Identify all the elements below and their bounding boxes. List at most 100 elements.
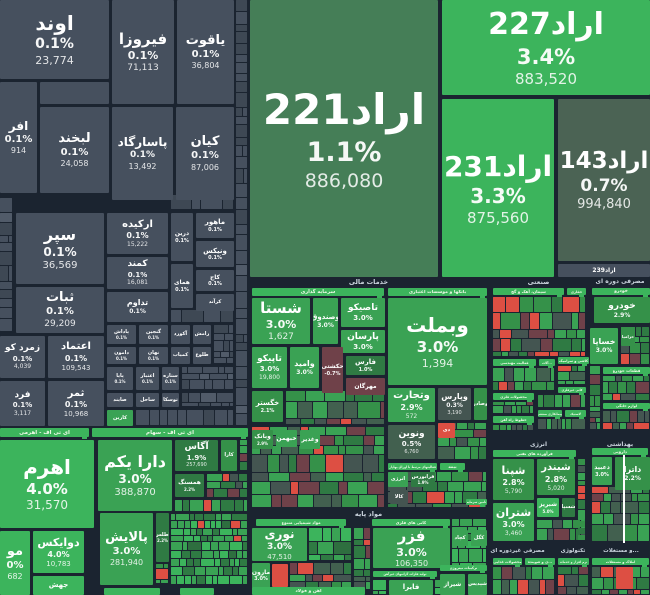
tile-arad227[interactable]: اراد227 3.4% 883,520 [442,0,650,95]
tile-khsapa[interactable]: خساپا 3.0% [590,328,618,364]
micro-tile[interactable] [236,265,247,275]
micro-tile[interactable] [475,423,486,429]
micro-tile[interactable] [592,590,601,594]
tile-vesader[interactable]: وصادر [474,388,487,420]
industry-bar-realestate-ind[interactable]: املاک و مستغلات [592,558,649,567]
micro-tile[interactable] [236,292,247,308]
micro-tile[interactable] [238,529,247,535]
micro-tile[interactable] [230,559,234,566]
micro-tile[interactable] [214,551,219,558]
micro-tile[interactable] [572,366,577,371]
micro-tile[interactable] [0,266,8,281]
micro-tile[interactable] [228,489,239,497]
tile-zomorod[interactable]: زمرد کو 0.1% 4,039 [0,336,45,378]
micro-tile[interactable] [156,580,160,583]
micro-tile[interactable] [372,473,384,481]
micro-tile[interactable] [474,430,486,437]
tile-ahrom[interactable]: اهرم 4.0% 31,570 [0,440,94,528]
micro-tile[interactable] [346,391,354,401]
micro-tile[interactable] [236,276,247,291]
micro-tile[interactable] [243,108,247,116]
micro-tile[interactable] [636,382,649,393]
micro-tile[interactable] [282,495,297,507]
micro-tile[interactable] [401,472,417,481]
micro-tile[interactable] [236,482,242,488]
micro-tile[interactable] [641,590,649,594]
micro-tile[interactable] [171,542,182,550]
micro-tile[interactable] [313,402,327,418]
micro-tile[interactable] [236,225,247,234]
micro-tile[interactable] [354,540,363,545]
micro-tile[interactable] [286,391,305,401]
micro-tile[interactable] [457,423,467,429]
micro-tile[interactable] [236,235,247,250]
micro-tile[interactable] [314,495,331,507]
tile-shepdis[interactable]: شپدیس [468,574,487,595]
micro-tile[interactable] [213,380,224,389]
micro-tile[interactable] [638,411,644,422]
tile-akord[interactable]: آکورد [171,325,190,344]
micro-tile[interactable] [513,567,525,579]
micro-tile[interactable] [211,542,218,550]
micro-tile[interactable] [553,339,571,351]
micro-tile[interactable] [563,520,572,528]
micro-tile[interactable] [161,580,168,583]
micro-tile[interactable] [572,567,578,574]
industry-bar-software[interactable]: نرم افزار و خدمات [558,558,589,567]
micro-tile[interactable] [319,582,331,589]
micro-tile[interactable] [225,380,233,389]
micro-tile[interactable] [222,521,230,528]
micro-tile[interactable] [225,536,233,541]
micro-tile[interactable] [243,482,247,488]
micro-tile[interactable] [182,374,199,379]
industry-bar-auto-parts[interactable]: قطعات خودرو [603,367,650,376]
micro-tile[interactable] [547,382,554,390]
micro-tile[interactable] [221,559,229,566]
micro-tile[interactable] [540,313,552,329]
micro-tile[interactable] [223,195,233,209]
micro-tile[interactable] [221,482,235,488]
tile-karin[interactable]: کارین [107,410,133,426]
micro-tile[interactable] [364,540,370,545]
micro-tile[interactable] [471,447,478,459]
micro-tile[interactable] [252,455,267,472]
micro-tile[interactable] [230,352,233,357]
industry-bar-appliances[interactable]: لوازم خانگی [603,403,650,411]
micro-tile[interactable] [334,542,351,554]
micro-tile[interactable] [636,327,641,336]
micro-tile[interactable] [213,536,224,541]
micro-tile[interactable] [228,374,233,379]
micro-tile[interactable] [185,521,190,528]
micro-tile[interactable] [578,466,585,472]
micro-tile[interactable] [9,236,12,242]
micro-tile[interactable] [366,427,384,435]
micro-tile[interactable] [252,446,260,454]
micro-tile[interactable] [603,423,612,429]
micro-tile[interactable] [197,576,205,584]
micro-tile[interactable] [323,528,331,541]
micro-tile[interactable] [236,146,242,156]
micro-tile[interactable] [517,406,521,413]
micro-tile[interactable] [321,555,333,560]
micro-tile[interactable] [214,358,226,363]
micro-tile[interactable] [641,354,649,364]
tile-shebandar[interactable]: شبندر 2.8% 5,020 [537,459,575,495]
micro-tile[interactable] [572,339,581,351]
micro-tile[interactable] [622,376,632,381]
micro-tile[interactable] [298,495,313,507]
micro-tile[interactable] [634,423,649,429]
tile-tooska[interactable]: توسکا [162,393,179,407]
tile-setareh[interactable]: ستاره 0.1% [162,367,179,390]
micro-tile[interactable] [194,536,200,541]
micro-tile[interactable] [455,447,470,459]
micro-tile[interactable] [231,521,240,528]
micro-tile[interactable] [347,427,365,435]
micro-tile[interactable] [229,551,236,558]
micro-tile[interactable] [9,266,12,281]
micro-tile[interactable] [182,551,190,558]
tile-avand[interactable]: اوند 0.1% 23,774 [0,0,109,79]
micro-tile[interactable] [515,382,523,390]
micro-tile[interactable] [499,382,507,390]
micro-tile[interactable] [306,575,312,581]
micro-tile[interactable] [188,367,202,373]
